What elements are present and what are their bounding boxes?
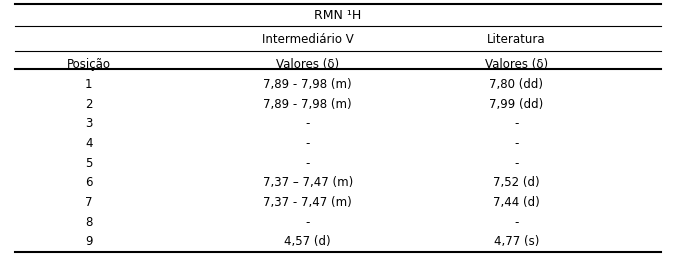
Text: -: - — [514, 216, 518, 229]
Text: 7,44 (d): 7,44 (d) — [493, 196, 539, 209]
Text: 7,37 - 7,47 (m): 7,37 - 7,47 (m) — [264, 196, 352, 209]
Text: 6: 6 — [85, 176, 93, 189]
Text: Valores (δ): Valores (δ) — [485, 58, 548, 71]
Text: 8: 8 — [85, 216, 93, 229]
Text: 4,57 (d): 4,57 (d) — [285, 235, 331, 248]
Text: 7,37 – 7,47 (m): 7,37 – 7,47 (m) — [262, 176, 353, 189]
Text: -: - — [306, 137, 310, 150]
Text: Posição: Posição — [67, 58, 111, 71]
Text: -: - — [514, 137, 518, 150]
Text: Valores (δ): Valores (δ) — [276, 58, 339, 71]
Text: -: - — [306, 157, 310, 170]
Text: Literatura: Literatura — [487, 33, 546, 46]
Text: 7,80 (dd): 7,80 (dd) — [489, 78, 544, 91]
Text: 4: 4 — [85, 137, 93, 150]
Text: 7,99 (dd): 7,99 (dd) — [489, 98, 544, 110]
Text: -: - — [514, 117, 518, 130]
Text: 1: 1 — [85, 78, 93, 91]
Text: 7: 7 — [85, 196, 93, 209]
Text: Intermediário V: Intermediário V — [262, 33, 354, 46]
Text: 4,77 (s): 4,77 (s) — [493, 235, 539, 248]
Text: 3: 3 — [85, 117, 93, 130]
Text: 7,89 - 7,98 (m): 7,89 - 7,98 (m) — [264, 78, 352, 91]
Text: 5: 5 — [85, 157, 93, 170]
Text: -: - — [514, 157, 518, 170]
Text: 7,89 - 7,98 (m): 7,89 - 7,98 (m) — [264, 98, 352, 110]
Text: -: - — [306, 216, 310, 229]
Text: 7,52 (d): 7,52 (d) — [493, 176, 539, 189]
Text: RMN ¹H: RMN ¹H — [314, 9, 362, 22]
Text: 9: 9 — [85, 235, 93, 248]
Text: -: - — [306, 117, 310, 130]
Text: 2: 2 — [85, 98, 93, 110]
